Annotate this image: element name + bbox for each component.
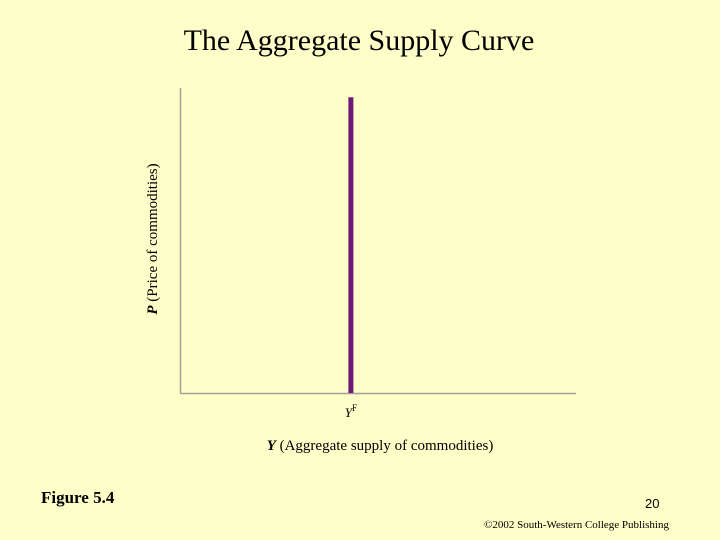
y-axis-label: P (Price of commodities) [145,163,161,314]
figure-label: Figure 5.4 [41,488,115,507]
x-tick-label-0: YF [345,403,357,420]
y-axis-variable: P [145,305,161,315]
x-axis-label: Y (Aggregate supply of commodities) [267,438,494,454]
x-tick-superscript: F [352,403,357,413]
page-number: 20 [645,496,660,511]
x-tick-layer: YF [345,403,357,420]
slide-title: The Aggregate Supply Curve [183,24,535,57]
x-axis-variable: Y [267,438,278,454]
copyright-notice: ©2002 South-Western College Publishing [484,519,669,531]
y-axis-label-text: (Price of commodities) [145,163,161,305]
x-axis-label-text: (Aggregate supply of commodities) [276,438,493,454]
x-tick-variable: Y [345,405,354,420]
